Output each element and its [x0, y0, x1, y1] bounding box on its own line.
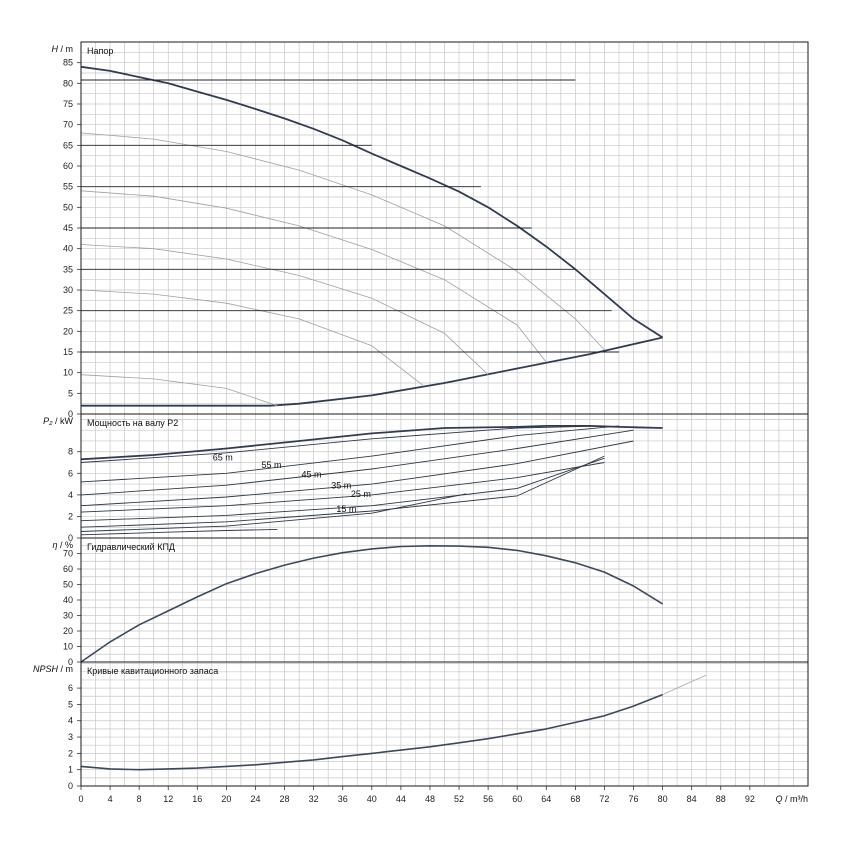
y-tick-label: 40 [63, 244, 73, 254]
x-tick-label: 84 [687, 794, 697, 804]
x-tick-label: 68 [570, 794, 580, 804]
curve-label: 55 m [261, 460, 281, 470]
series-speed-curve [80, 289, 423, 386]
y-tick-label: 20 [63, 626, 73, 636]
series-speed-curve [80, 132, 605, 351]
series-efficiency [80, 545, 664, 663]
x-tick-label: 0 [78, 794, 83, 804]
x-tick-label: 72 [599, 794, 609, 804]
x-tick-label: 12 [163, 794, 173, 804]
y-tick-label: 75 [63, 99, 73, 109]
y-tick-label: 4 [68, 716, 73, 726]
x-tick-label: 40 [367, 794, 377, 804]
x-tick-label: 76 [629, 794, 639, 804]
y-tick-label: 2 [68, 748, 73, 758]
y-tick-label: 0 [68, 657, 73, 667]
x-tick-label: 52 [454, 794, 464, 804]
y-tick-label: 6 [68, 683, 73, 693]
y-axis-title: H / m [52, 44, 74, 54]
series-speed-curve [80, 190, 547, 363]
y-tick-label: 60 [63, 161, 73, 171]
series-npsh [80, 693, 663, 771]
series-speed-curve [80, 457, 605, 522]
x-tick-label: 64 [541, 794, 551, 804]
x-tick-label: 36 [338, 794, 348, 804]
panel-title: Гидравлический КПД [87, 542, 175, 552]
x-tick-label: 80 [658, 794, 668, 804]
series-speed-curve [80, 455, 605, 528]
y-tick-label: 10 [63, 368, 73, 378]
series-speed-curve [80, 493, 467, 532]
y-tick-label: 50 [63, 202, 73, 212]
y-tick-label: 40 [63, 595, 73, 605]
curve-label: 25 m [351, 489, 371, 499]
y-tick-label: 70 [63, 549, 73, 559]
series-speed-curve [80, 374, 278, 407]
x-axis-title: Q / m³/h [775, 794, 808, 804]
y-tick-label: 65 [63, 140, 73, 150]
panel-frame [80, 661, 809, 787]
curve-label: 65 m [213, 452, 233, 462]
x-tick-label: 92 [745, 794, 755, 804]
series-npsh-extension [662, 674, 707, 695]
curve-label: 35 m [331, 480, 351, 490]
panel-title: Напор [87, 46, 113, 56]
x-tick-label: 28 [280, 794, 290, 804]
y-tick-label: 80 [63, 78, 73, 88]
series-speed-curve [80, 462, 605, 513]
series-speed-curve [80, 425, 620, 483]
y-tick-label: 5 [68, 388, 73, 398]
y-tick-label: 30 [63, 285, 73, 295]
y-tick-label: 20 [63, 326, 73, 336]
x-tick-label: 20 [221, 794, 231, 804]
curve-label: 15 m [336, 504, 356, 514]
series-speed-curve [80, 244, 489, 375]
y-tick-label: 85 [63, 58, 73, 68]
y-tick-label: 10 [63, 642, 73, 652]
series-speed-curve [80, 440, 634, 507]
y-tick-label: 15 [63, 347, 73, 357]
y-tick-label: 25 [63, 306, 73, 316]
y-tick-label: 6 [68, 468, 73, 478]
x-tick-label: 8 [137, 794, 142, 804]
y-tick-label: 0 [68, 781, 73, 791]
x-tick-label: 16 [192, 794, 202, 804]
y-tick-label: 1 [68, 765, 73, 775]
y-tick-label: 50 [63, 580, 73, 590]
x-tick-label: 56 [483, 794, 493, 804]
series-min-curve [81, 336, 663, 407]
x-tick-label: 4 [108, 794, 113, 804]
y-tick-label: 70 [63, 120, 73, 130]
y-tick-label: 45 [63, 223, 73, 233]
y-tick-label: 3 [68, 732, 73, 742]
series-max-curve [80, 65, 664, 339]
y-tick-label: 35 [63, 264, 73, 274]
x-tick-label: 32 [309, 794, 319, 804]
x-tick-label: 88 [716, 794, 726, 804]
y-tick-label: 8 [68, 447, 73, 457]
y-tick-label: 0 [68, 409, 73, 419]
curve-label: 45 m [301, 470, 321, 480]
y-tick-label: 60 [63, 564, 73, 574]
x-tick-label: 60 [512, 794, 522, 804]
y-tick-label: 55 [63, 182, 73, 192]
x-tick-label: 24 [250, 794, 260, 804]
y-axis-title: NPSH / m [33, 664, 73, 674]
y-tick-label: 5 [68, 699, 73, 709]
y-tick-label: 2 [68, 511, 73, 521]
x-tick-label: 44 [396, 794, 406, 804]
y-axis-title: P₂ / kW [43, 416, 73, 426]
x-tick-label: 48 [425, 794, 435, 804]
panel-title: Кривые кавитационного запаса [87, 666, 218, 676]
series-speed-curve [80, 429, 634, 496]
series-speed-curve [80, 528, 278, 536]
y-tick-label: 30 [63, 611, 73, 621]
y-tick-label: 4 [68, 490, 73, 500]
y-tick-label: 0 [68, 533, 73, 543]
panel-title: Мощность на валу P2 [87, 418, 178, 428]
series-speed-curve [80, 425, 605, 463]
y-axis-title: η / % [52, 540, 73, 550]
